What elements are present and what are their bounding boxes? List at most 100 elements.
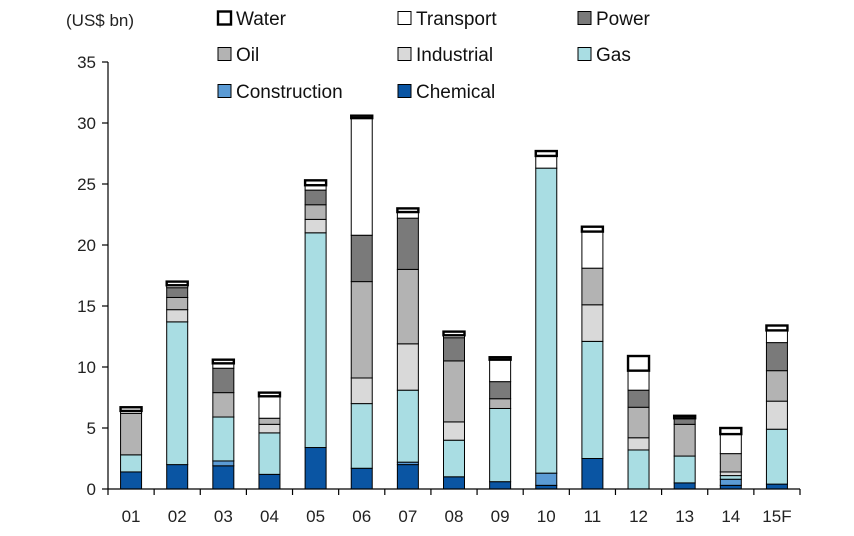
y-tick-label: 10	[77, 358, 96, 377]
bar-segment-chemical-15F	[765, 483, 788, 490]
bar-segment-power-09	[489, 381, 512, 400]
legend-label-construction: Construction	[236, 82, 343, 103]
bar-segment-chemical-09	[489, 481, 512, 490]
bar-segment-gas-03	[212, 416, 235, 462]
bar-segment-gas-12	[627, 449, 650, 490]
x-tick-label: 05	[306, 507, 325, 526]
x-tick-label: 02	[168, 507, 187, 526]
bar-segment-water-06	[350, 114, 374, 120]
bar-segment-gas-01	[120, 454, 143, 473]
legend-swatch-industrial	[397, 47, 412, 61]
bar-segment-industrial-06	[350, 377, 373, 405]
bar-segment-oil-03	[212, 392, 235, 418]
legend-swatch-oil	[217, 47, 232, 61]
bar-segment-water-08	[442, 330, 466, 337]
bar-segment-transport-12	[627, 370, 650, 391]
bar-segment-power-07	[396, 217, 419, 270]
bar-segment-gas-04	[258, 432, 281, 475]
y-tick-label: 25	[77, 175, 96, 194]
x-tick-label: 09	[491, 507, 510, 526]
y-tick-label: 5	[87, 419, 96, 438]
bar-segment-construction-14	[719, 478, 742, 486]
legend-label-industrial: Industrial	[416, 45, 493, 66]
bar-segment-chemical-02	[166, 464, 189, 490]
bar-segment-transport-11	[581, 231, 604, 269]
bar-segment-chemical-08	[443, 476, 465, 490]
bar-segment-oil-12	[627, 406, 650, 439]
bar-segment-gas-06	[350, 403, 373, 469]
bar-segment-water-09	[488, 356, 512, 361]
bar-segment-industrial-14	[719, 471, 742, 477]
bar-segment-industrial-15F	[765, 400, 788, 430]
bar-segment-power-12	[627, 389, 650, 408]
legend-swatch-transport	[397, 11, 412, 25]
legend-label-power: Power	[596, 9, 651, 30]
bar-segment-industrial-11	[581, 304, 604, 342]
x-tick-label: 12	[629, 507, 648, 526]
bar-segment-water-11	[580, 225, 605, 233]
bar-segment-industrial-04	[258, 423, 281, 434]
bar-segment-gas-09	[489, 407, 512, 483]
y-tick-label: 30	[77, 114, 96, 133]
bar-segment-industrial-12	[627, 437, 650, 451]
bar-segment-oil-13	[673, 423, 696, 457]
bar-segment-oil-15F	[765, 370, 788, 402]
bar-segment-oil-14	[719, 453, 742, 473]
bar-segment-water-04	[257, 391, 282, 398]
bar-segment-transport-04	[258, 395, 281, 419]
bar-segment-gas-02	[166, 321, 189, 466]
bar-segment-water-10	[534, 149, 558, 158]
y-tick-label: 0	[87, 480, 96, 499]
bar-segment-gas-15F	[765, 428, 788, 485]
bar-segment-oil-11	[581, 267, 604, 306]
bar-segment-oil-06	[350, 281, 373, 379]
bar-segment-chemical-07	[396, 464, 419, 490]
bar-segment-power-05	[304, 189, 327, 206]
bar-segment-transport-10	[535, 155, 558, 169]
legend-swatch-construction	[217, 84, 232, 98]
bar-segment-water-15F	[765, 324, 789, 332]
bar-segment-power-06	[350, 234, 373, 283]
legend: Water Transport Power Oil Industrial Gas Const…	[216, 9, 651, 103]
legend-swatch-power	[577, 11, 592, 25]
bar-segment-oil-07	[396, 268, 419, 345]
bar-segment-chemical-13	[673, 482, 696, 490]
bar-segment-industrial-02	[166, 309, 189, 323]
bar-segment-chemical-06	[350, 467, 373, 490]
x-tick-label: 10	[537, 507, 556, 526]
legend-label-transport: Transport	[416, 9, 497, 30]
legend-swatch-chemical	[397, 84, 412, 98]
legend-swatch-gas	[577, 47, 592, 61]
bar-segment-industrial-05	[304, 218, 327, 234]
x-tick-label: 07	[398, 507, 417, 526]
legend-label-chemical: Chemical	[416, 82, 495, 103]
legend-label-gas: Gas	[596, 45, 631, 66]
legend-label-oil: Oil	[236, 45, 259, 66]
x-tick-label: 14	[721, 507, 740, 526]
bar-segment-industrial-08	[443, 421, 465, 441]
bar-segment-industrial-07	[396, 343, 419, 391]
bar-segment-chemical-03	[212, 465, 235, 490]
bar-segment-chemical-04	[258, 473, 281, 490]
bar-segment-chemical-05	[304, 447, 327, 490]
x-tick-label: 01	[122, 507, 141, 526]
x-tick-label: 13	[675, 507, 694, 526]
bar-segment-water-03	[211, 358, 236, 365]
bar-segment-transport-15F	[765, 329, 788, 344]
bar-segment-oil-02	[166, 296, 189, 311]
bar-segment-water-13	[672, 414, 697, 420]
bar-segment-transport-06	[350, 117, 373, 236]
bar-segment-water-02	[165, 280, 189, 287]
bar-segment-gas-08	[443, 439, 465, 478]
legend-swatch-water	[216, 10, 233, 26]
x-tick-label: 06	[352, 507, 371, 526]
x-tick-label: 08	[445, 507, 464, 526]
bar-segment-water-01	[119, 406, 143, 413]
bars	[119, 114, 789, 490]
bar-segment-oil-04	[258, 417, 281, 425]
x-tick-label: 04	[260, 507, 279, 526]
bar-segment-gas-10	[535, 167, 558, 474]
bar-segment-power-08	[443, 337, 465, 362]
bar-segment-oil-09	[489, 398, 512, 409]
bar-segment-oil-01	[120, 412, 143, 456]
